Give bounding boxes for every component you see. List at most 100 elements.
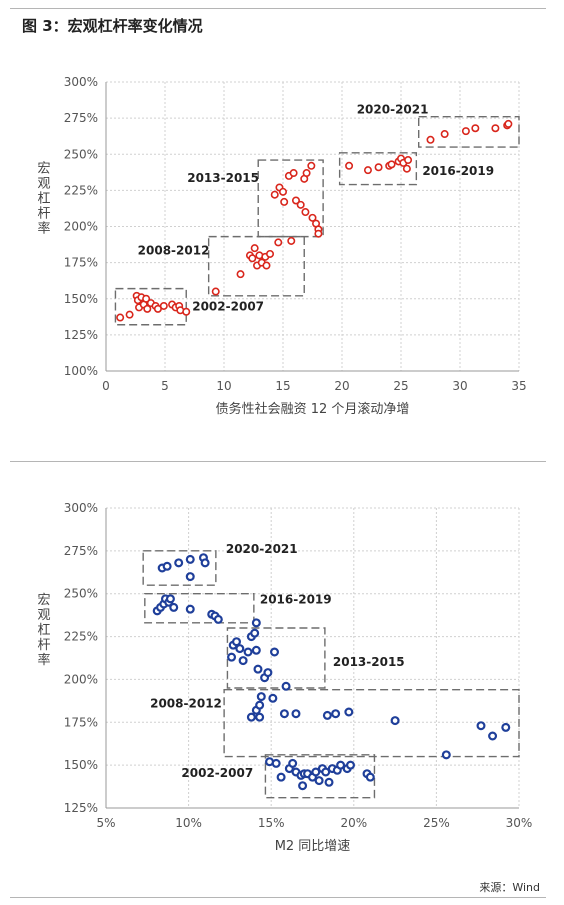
period-box	[418, 115, 520, 148]
data-point	[274, 238, 283, 247]
data-point	[281, 681, 291, 691]
data-point	[322, 710, 332, 720]
period-label: 2013-2015	[187, 171, 259, 185]
data-point	[262, 261, 271, 270]
data-point	[271, 758, 281, 768]
data-point	[278, 187, 287, 196]
data-point	[287, 236, 296, 245]
data-point	[232, 637, 242, 647]
data-point	[289, 169, 298, 178]
data-point	[301, 208, 310, 217]
data-point	[504, 119, 513, 128]
figure-title: 图 3：宏观杠杆率变化情况	[22, 17, 203, 35]
x-tick-label: 10	[216, 379, 231, 393]
period-box	[114, 287, 187, 326]
data-point	[142, 294, 151, 303]
data-point	[185, 554, 195, 564]
x-tick-label: 15	[275, 379, 290, 393]
period-box	[257, 159, 324, 238]
data-point	[404, 156, 413, 165]
y-tick-label: 300%	[64, 501, 98, 515]
data-point	[363, 166, 372, 175]
data-point	[501, 722, 511, 732]
y-tick-label: 250%	[64, 147, 98, 161]
data-point	[296, 200, 305, 209]
data-point	[235, 644, 245, 654]
y-tick-label: 200%	[64, 672, 98, 686]
y-tick-label: 175%	[64, 715, 98, 729]
y-tick-label: 175%	[64, 256, 98, 270]
data-point	[255, 712, 265, 722]
x-tick-label: 25	[393, 379, 408, 393]
data-point	[270, 647, 280, 657]
bottom-rule	[10, 897, 546, 898]
data-point	[253, 664, 263, 674]
data-point	[279, 709, 289, 719]
data-point	[246, 712, 256, 722]
data-point	[440, 130, 449, 139]
data-point	[251, 618, 261, 628]
period-box	[142, 550, 217, 586]
y-tick-label: 200%	[64, 220, 98, 234]
data-point	[276, 772, 286, 782]
data-point	[250, 628, 260, 638]
leverage-vs-debt-financing-chart: 100% 125% 150% 175% 200% 225% 250% 275% 300% 0 5 10…	[35, 75, 527, 417]
x-tick-label: 5	[161, 379, 169, 393]
period-label: 2020-2021	[357, 103, 429, 117]
period-box	[226, 627, 326, 689]
period-label: 2013-2015	[333, 655, 405, 669]
data-point	[255, 700, 265, 710]
data-point	[248, 254, 257, 263]
leverage-vs-m2-growth-chart: 125% 150% 175% 200% 225% 250% 275% 300% 5% 10% 15%…	[35, 501, 533, 854]
source-note: 来源：Wind	[479, 881, 540, 894]
data-point	[288, 758, 298, 768]
data-point	[266, 249, 275, 258]
data-point	[200, 558, 210, 568]
x-tick-label: 20	[334, 379, 349, 393]
data-point	[174, 558, 184, 568]
data-point	[461, 127, 470, 136]
data-point	[159, 301, 168, 310]
data-point	[314, 229, 323, 238]
y-tick-label: 150%	[64, 292, 98, 306]
period-box	[264, 754, 376, 799]
x-axis-title: M2 同比增速	[275, 839, 351, 854]
y-tick-label: 100%	[64, 364, 98, 378]
data-point	[125, 310, 134, 319]
data-point	[227, 652, 237, 662]
x-tick-label: 15%	[258, 816, 285, 830]
data-point	[250, 244, 259, 253]
y-tick-label: 125%	[64, 328, 98, 342]
data-point	[426, 135, 435, 144]
y-tick-label: 150%	[64, 758, 98, 772]
data-point	[491, 124, 500, 133]
x-tick-label: 5%	[96, 816, 115, 830]
data-point	[345, 161, 354, 170]
data-point	[324, 777, 334, 787]
period-label: 2016-2019	[260, 593, 332, 607]
top-rule	[10, 8, 546, 9]
data-point	[263, 668, 273, 678]
data-point	[243, 647, 253, 657]
data-point	[471, 124, 480, 133]
data-point	[280, 197, 289, 206]
data-point	[251, 645, 261, 655]
middle-rule	[10, 461, 546, 462]
data-point	[311, 767, 321, 777]
x-tick-label: 30%	[506, 816, 533, 830]
data-point	[116, 313, 125, 322]
data-point	[236, 270, 245, 279]
y-tick-label: 225%	[64, 630, 98, 644]
period-box	[207, 235, 305, 297]
y-tick-label: 275%	[64, 544, 98, 558]
x-tick-label: 25%	[423, 816, 450, 830]
data-point	[345, 760, 355, 770]
y-tick-label: 275%	[64, 111, 98, 125]
period-label: 2002-2007	[181, 766, 253, 780]
period-box	[223, 689, 520, 758]
data-point	[331, 709, 341, 719]
data-point	[302, 169, 311, 178]
data-point	[256, 692, 266, 702]
data-point	[390, 716, 400, 726]
period-box	[144, 593, 255, 624]
